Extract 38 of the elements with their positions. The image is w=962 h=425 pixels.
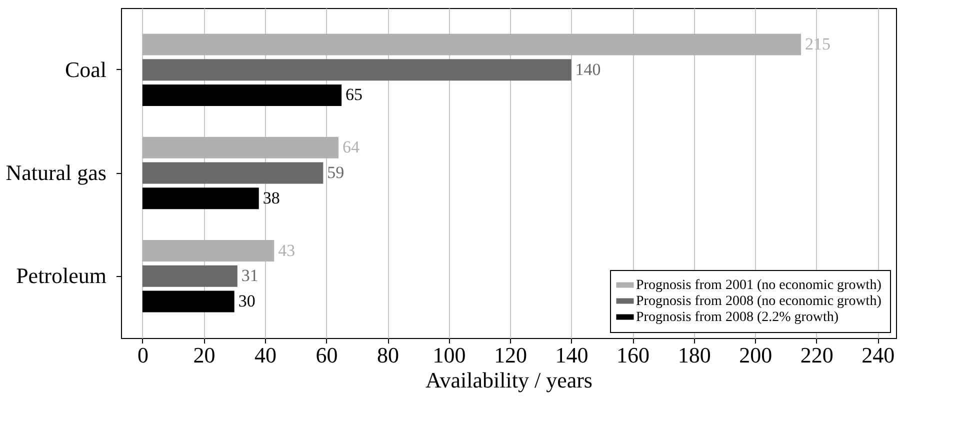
legend-label: Prognosis from 2008 (2.2% growth) xyxy=(636,310,839,325)
bar xyxy=(142,84,342,106)
data-label: 38 xyxy=(262,188,280,208)
bar xyxy=(142,290,234,312)
y-tick-label: Natural gas xyxy=(6,160,106,185)
bar xyxy=(142,59,572,81)
data-label: 30 xyxy=(238,291,256,310)
x-tick-label: 120 xyxy=(494,342,528,368)
data-label: 64 xyxy=(342,138,360,157)
x-axis-title: Availability / years xyxy=(426,368,592,392)
data-label: 215 xyxy=(805,34,831,54)
data-label: 59 xyxy=(327,163,344,182)
bar xyxy=(142,34,802,56)
data-label: 31 xyxy=(241,266,258,286)
legend-label: Prognosis from 2001 (no economic growth) xyxy=(636,278,882,293)
x-tick-label: 200 xyxy=(739,342,772,368)
bar xyxy=(142,240,274,262)
legend-label: Prognosis from 2008 (no economic growth) xyxy=(636,294,882,309)
x-tick-label: 60 xyxy=(316,342,338,368)
bar xyxy=(142,136,338,158)
x-tick-label: 220 xyxy=(800,342,834,368)
bar xyxy=(142,162,324,184)
x-tick-label: 40 xyxy=(254,342,276,368)
y-tick-label: Coal xyxy=(64,56,106,82)
bar xyxy=(142,265,238,287)
y-tick-label: Petroleum xyxy=(16,263,106,288)
x-tick-label: 80 xyxy=(377,342,399,368)
x-tick-label: 100 xyxy=(432,342,466,368)
data-label: 140 xyxy=(575,60,601,79)
x-tick-label: 180 xyxy=(678,342,711,368)
x-tick-label: 240 xyxy=(862,342,895,368)
x-tick-label: 160 xyxy=(616,342,650,368)
data-label: 65 xyxy=(346,85,363,104)
x-tick-label: 140 xyxy=(555,342,588,368)
bar xyxy=(142,188,259,210)
x-tick-label: 20 xyxy=(193,342,216,368)
data-label: 43 xyxy=(278,240,296,260)
x-tick-label: 0 xyxy=(137,342,148,368)
